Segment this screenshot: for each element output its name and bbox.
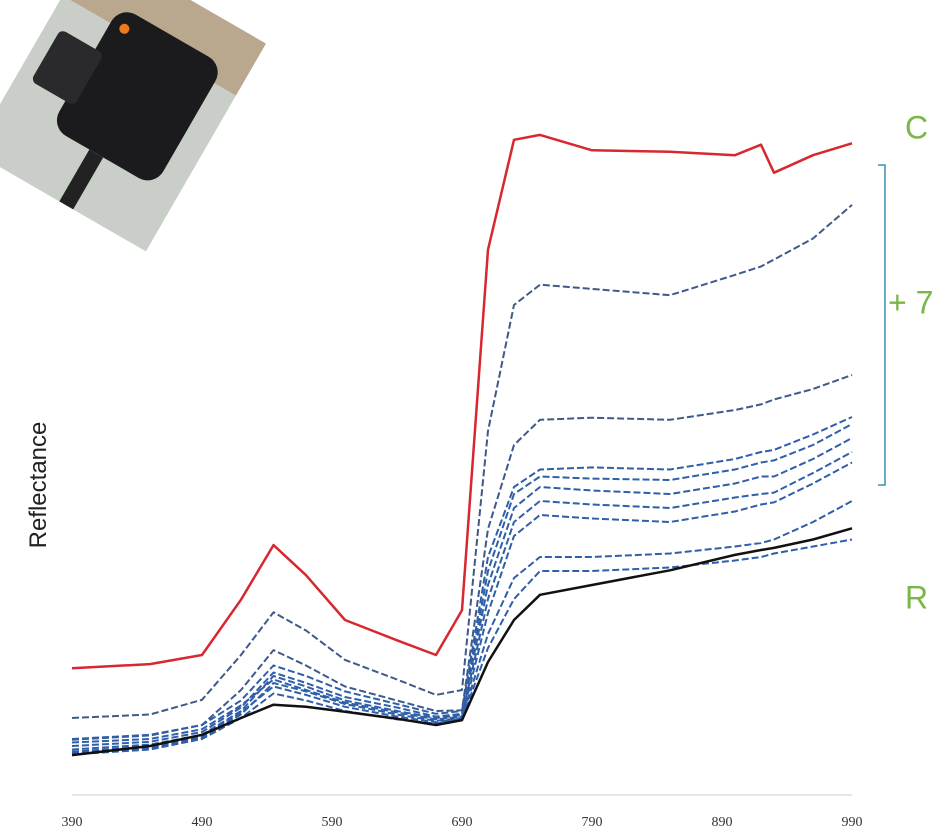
camera-photo	[0, 0, 266, 251]
x-tick-label: 790	[582, 815, 603, 830]
annotation: C	[905, 109, 928, 145]
annotation: + 7	[888, 284, 933, 320]
x-tick-label: 890	[712, 815, 733, 830]
line	[72, 135, 852, 668]
x-tick-label: 590	[322, 815, 343, 830]
bracket	[878, 165, 885, 485]
x-tick-label: 390	[62, 815, 83, 830]
y-axis-label: Reflectance	[25, 422, 52, 549]
annotation: R	[905, 579, 928, 615]
x-tick-label: 690	[452, 815, 473, 830]
chart: Reflectance 390 490 590 690 790 890 990 C + 7 R	[0, 0, 937, 835]
dashed-line	[72, 424, 852, 746]
dashed-line	[72, 205, 852, 718]
x-tick-label: 490	[192, 815, 213, 830]
line	[72, 528, 852, 755]
page: {"chart_data": {"type": "line", "y_label…	[0, 0, 937, 835]
x-tick-label: 990	[842, 815, 863, 830]
dashed-line	[72, 540, 852, 755]
